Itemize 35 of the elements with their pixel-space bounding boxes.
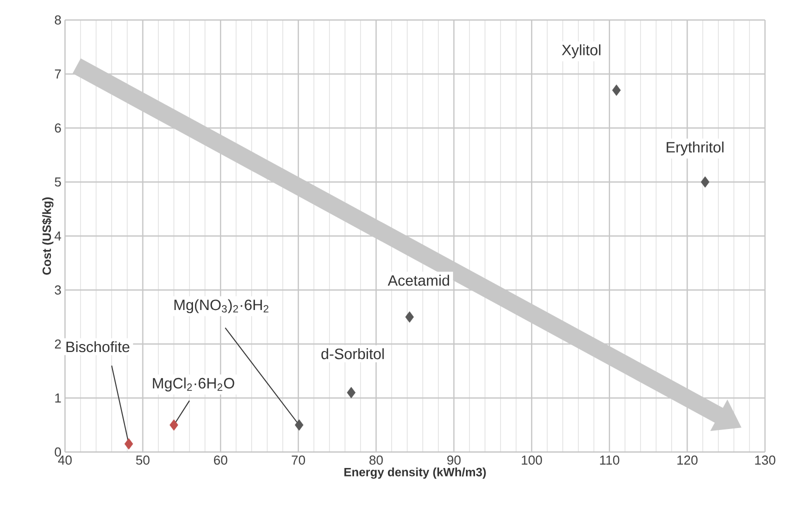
annotation: Xylitol: [562, 44, 600, 58]
x-tick-label: 60: [214, 456, 228, 465]
y-tick-label: 3: [54, 285, 61, 295]
x-tick-label: 80: [369, 456, 383, 465]
y-tick-label: 7: [54, 70, 61, 78]
x-tick-label: 90: [447, 456, 461, 465]
point: [405, 311, 414, 323]
y-axis-title: Cost (US$/kg): [42, 197, 54, 275]
point: [700, 176, 710, 188]
y-tick-label: 6: [54, 123, 61, 133]
y-tick-label: 1: [55, 394, 61, 402]
x-tick-label: 110: [600, 456, 620, 465]
point: [294, 419, 304, 431]
y-tick-label: 0: [54, 447, 61, 457]
x-axis-title: Energy density (kWh/m3): [344, 468, 486, 479]
x-tick-label: 40: [58, 456, 72, 465]
x-tick-label: 70: [292, 456, 306, 465]
point: [346, 386, 356, 398]
x-tick-label: 120: [677, 456, 698, 465]
x-tick-label: 100: [522, 456, 542, 465]
point: [124, 438, 134, 450]
x-tick-label: 130: [755, 456, 776, 465]
annotation: Mg(NO$_{3}$)$_{2}$·6H$_{2}$: [174, 299, 268, 314]
point: [170, 419, 178, 431]
annotation: d-Sorbitol: [321, 348, 384, 360]
annotation: Erythritol: [666, 142, 724, 156]
y-tick-label: 5: [54, 177, 61, 187]
point: [612, 84, 621, 96]
annotation: MgCl$_{2}$·6H$_{2}$O: [152, 378, 234, 392]
y-tick-label: 8: [54, 15, 61, 25]
y-tick-label: 4: [54, 232, 62, 240]
annotation: Acetamid: [388, 274, 450, 286]
x-tick-label: 50: [136, 456, 150, 465]
y-tick-label: 2: [54, 339, 61, 349]
annotation: Bischofite: [66, 341, 130, 352]
